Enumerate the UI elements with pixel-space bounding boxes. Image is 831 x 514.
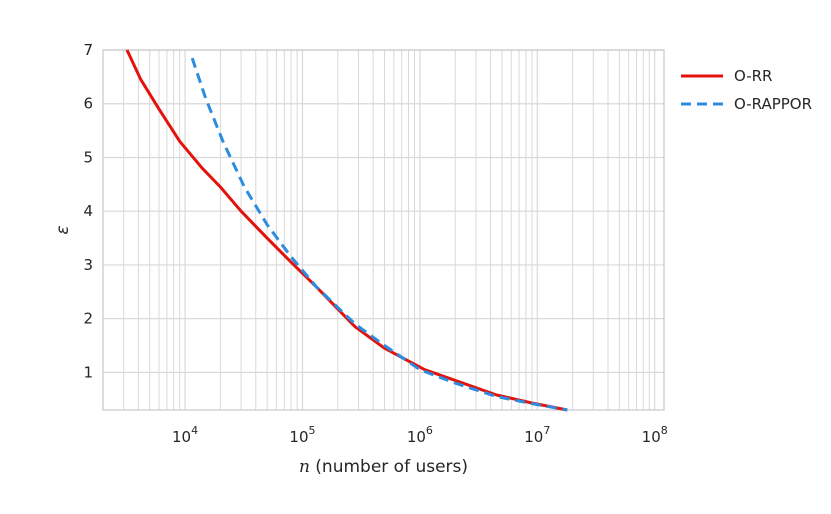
y-tick-label: 5 [83,148,93,166]
legend: O-RR O-RAPPOR [681,67,812,113]
series-lines [125,49,568,412]
legend-label: O-RAPPOR [734,95,812,113]
x-tick-label: 108 [642,424,668,446]
y-tick-labels: 1 2 3 4 5 6 7 [83,41,93,381]
y-tick-label: 6 [83,95,93,113]
x-tick-labels: 104 105 106 107 108 [172,424,668,446]
series-line-o-rappor [190,57,568,412]
x-tick-label: 107 [524,424,550,446]
gridlines [102,49,664,410]
x-axis-label-text: (number of users) [310,457,468,477]
y-axis-label: ε [53,225,73,234]
x-axis-label-var: n [299,457,310,477]
x-tick-label: 105 [289,424,315,446]
y-tick-label: 2 [83,310,93,328]
x-tick-label: 106 [407,424,433,446]
y-tick-label: 4 [83,202,93,220]
y-tick-label: 1 [83,363,93,381]
legend-label: O-RR [734,67,772,85]
x-axis-label: n (number of users) [299,457,468,477]
x-tick-label: 104 [172,424,198,446]
y-tick-label: 3 [83,256,93,274]
y-tick-label: 7 [83,41,93,59]
plot-frame [102,49,665,411]
series-line-o-rr [125,49,568,412]
